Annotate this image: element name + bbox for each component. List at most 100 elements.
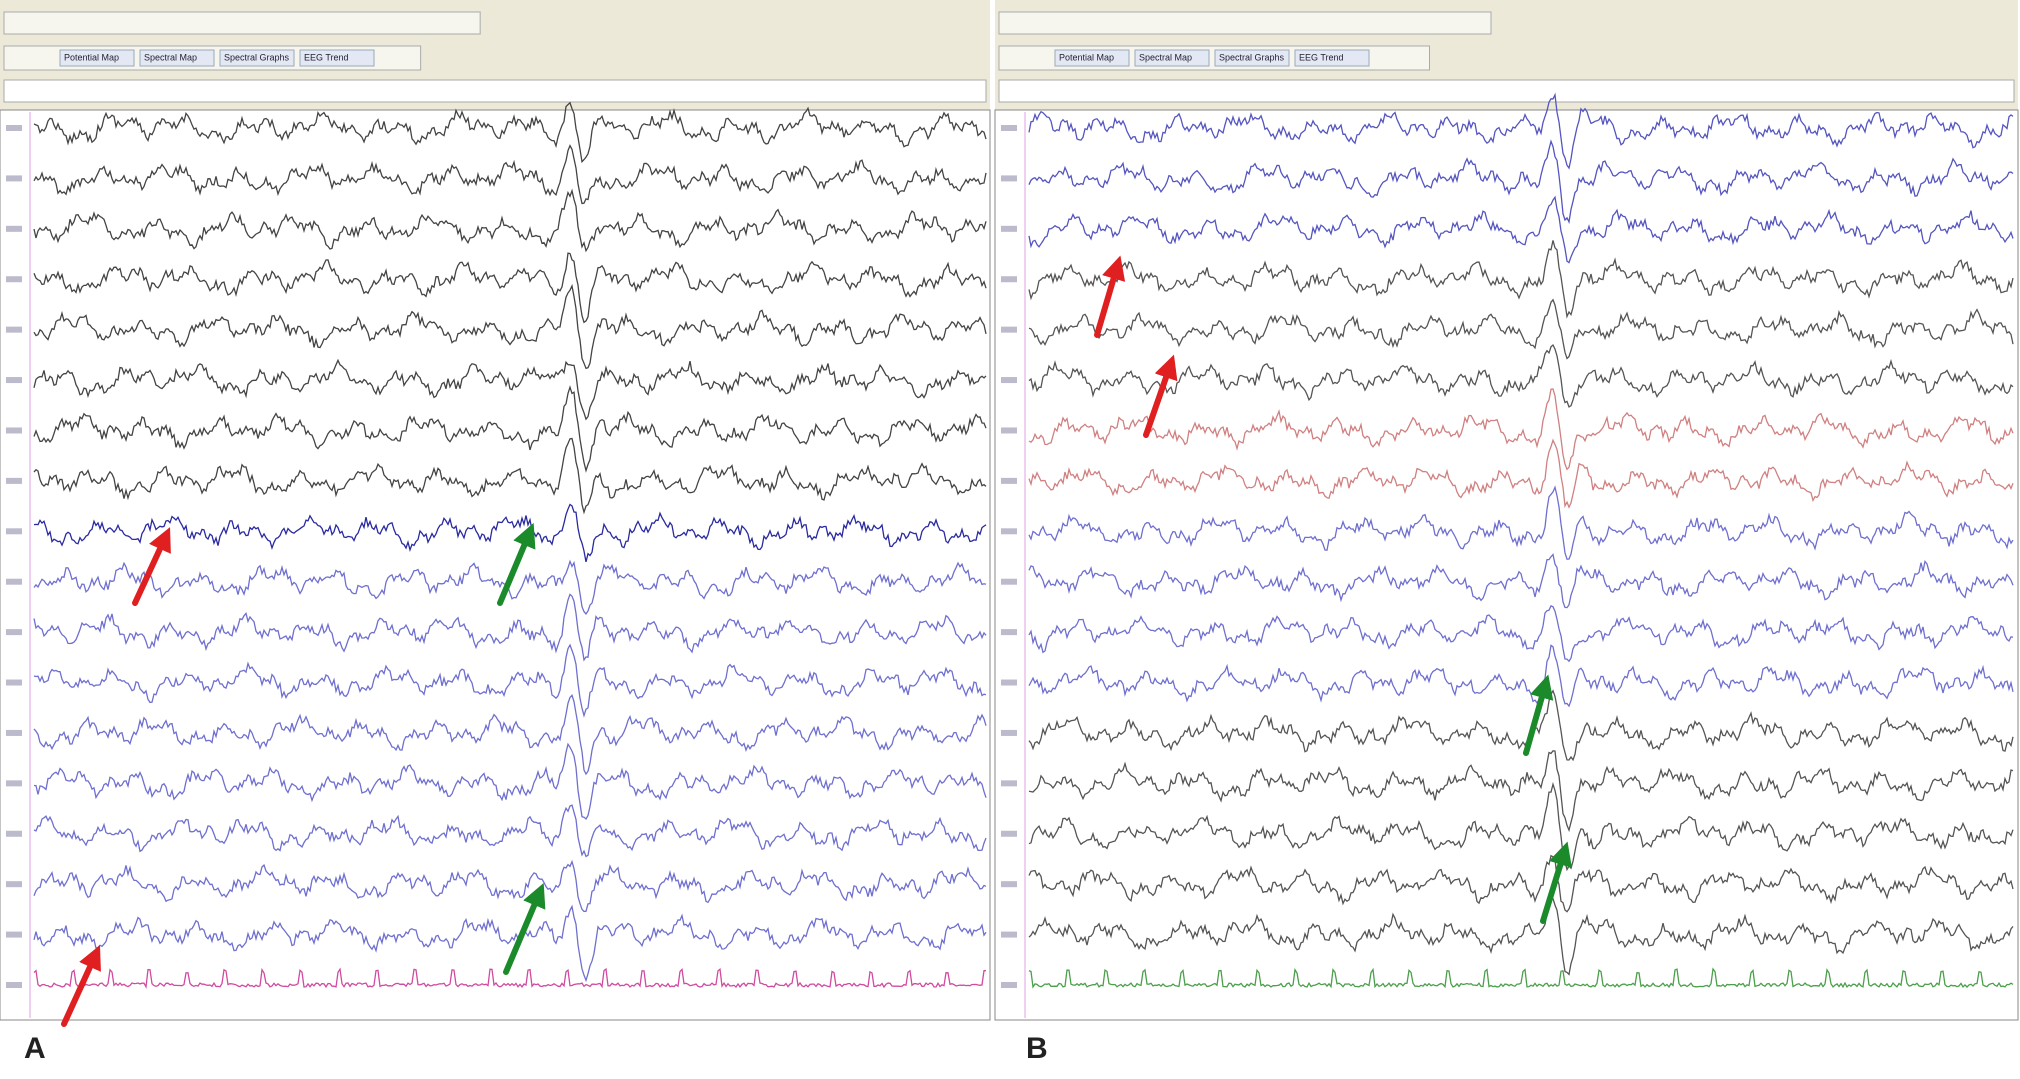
eeg-trace [33,188,987,253]
channel-label [6,729,22,736]
channel-label [6,578,22,585]
eeg-trace [1028,388,2014,471]
eeg-trace [1028,92,2014,170]
channel-label [1001,528,1017,535]
channel-label [6,830,22,837]
channel-label [1001,931,1017,938]
channel-label [6,225,22,232]
channel-label [1001,982,1017,988]
channel-label [1001,225,1017,232]
channel-label [6,881,22,888]
eeg-trace [1028,897,2014,976]
toolbar-row [998,11,1492,35]
eeg-trace [1028,485,2014,560]
arrow [61,945,101,1027]
toolbar-button-label: Spectral Map [1139,52,1192,62]
channel-label [1001,377,1017,384]
eeg-trace [33,252,987,324]
eeg-trace [33,804,987,858]
arrow [497,522,536,606]
panels: Potential Map Spectral Map Spectral Graphs… [0,0,2019,1021]
toolbar-button[interactable] [139,49,215,67]
channel-label [6,125,22,131]
channel-label [6,931,22,938]
eeg-trace [33,593,987,662]
eeg-trace [33,101,987,164]
toolbar-button-label: Potential Map [64,52,119,62]
eeg-trace [33,437,987,515]
channel-label [6,377,22,384]
channel-label [1001,679,1017,686]
channel-label [1001,326,1017,333]
toolbar-button-label: EEG Trend [304,52,349,62]
toolbar-button-label: EEG Trend [1299,52,1344,62]
eeg-trace [1028,750,2014,833]
eeg-trace [1028,195,2014,264]
channel-label [6,276,22,283]
channel-label [6,175,22,182]
eeg-trace [33,358,987,421]
channel-label [6,629,22,636]
arrow [1540,841,1572,924]
eeg-trace [33,967,986,989]
address-bar[interactable] [3,79,987,103]
toolbar-button[interactable] [1134,49,1210,67]
channel-label [1001,729,1017,736]
toolbar-button[interactable] [59,49,135,67]
channel-label [1001,125,1017,131]
arrow [132,527,171,606]
arrow [1523,674,1554,756]
eeg-trace [1028,298,2014,360]
toolbar-button-label: Spectral Map [144,52,197,62]
channel-label [1001,881,1017,888]
eeg-trace [33,503,987,563]
toolbar-button[interactable] [1214,49,1290,67]
channel-label [6,780,22,787]
arrows [61,255,1572,1027]
channel-label [6,427,22,434]
toolbar-button[interactable] [1294,49,1370,67]
eeg-trace [1028,438,2014,509]
toolbar-button-label: Spectral Graphs [224,52,290,62]
eeg-trace [1028,240,2014,319]
eeg-trace [1028,854,2014,913]
eeg-area [994,109,2019,1021]
eeg-trace [1028,605,2014,663]
eeg-trace [1028,689,2014,762]
eeg-trace [33,859,987,913]
panel-label: A [24,1032,46,1065]
eeg-trace [33,144,987,205]
channel-label [6,982,22,988]
eeg-trace [33,385,987,473]
channel-label [6,326,22,333]
eeg-trace [33,283,987,370]
channel-label [6,528,22,535]
eeg-trace [33,559,987,615]
eeg-trace [33,643,987,718]
channel-label [1001,477,1017,484]
toolbar-button-label: Spectral Graphs [1219,52,1285,62]
eeg-trace [1028,553,2014,609]
eeg-trace [1028,343,2014,408]
eeg-trace [33,742,987,821]
channel-label [1001,276,1017,283]
toolbar-button[interactable] [219,49,295,67]
eeg-trace [1028,967,2014,989]
address-bar[interactable] [998,79,2015,103]
channel-label [6,477,22,484]
eeg-trace [33,904,987,983]
eeg-trace [33,694,987,776]
toolbar-button[interactable] [299,49,375,67]
toolbar-button[interactable] [1054,49,1130,67]
panel-label: B [1026,1032,1048,1065]
channel-label [1001,175,1017,182]
channel-label [1001,629,1017,636]
channel-label [1001,780,1017,787]
toolbar-button-label: Potential Map [1059,52,1114,62]
eeg-trace [1028,644,2014,708]
channel-label [1001,830,1017,837]
channel-label [1001,578,1017,585]
eeg-trace [1028,781,2014,872]
channel-label [6,679,22,686]
